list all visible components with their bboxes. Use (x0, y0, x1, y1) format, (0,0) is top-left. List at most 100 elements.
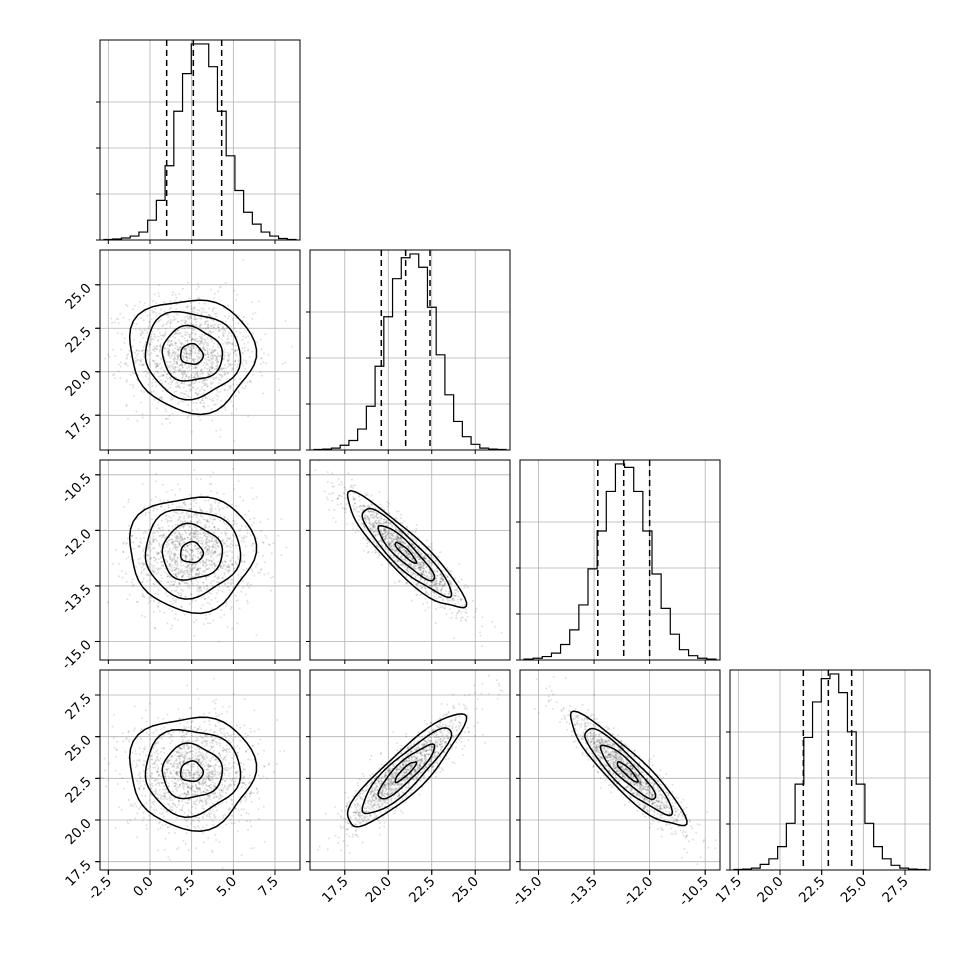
scatter-point (181, 364, 184, 366)
scatter-point (392, 543, 395, 546)
scatter-point (180, 343, 183, 346)
scatter-point (179, 535, 182, 537)
scatter-point (372, 510, 375, 513)
scatter-point (377, 539, 380, 542)
scatter-point (208, 348, 211, 351)
scatter-point (144, 511, 147, 514)
scatter-point (185, 832, 188, 835)
scatter-point (193, 533, 196, 536)
scatter-point (228, 363, 231, 366)
scatter-point (158, 350, 161, 353)
scatter-point (396, 528, 399, 531)
scatter-point (414, 546, 417, 549)
scatter-point (156, 782, 159, 785)
scatter-point (443, 582, 446, 585)
scatter-point (158, 543, 161, 546)
scatter-point (203, 531, 206, 534)
scatter-point (399, 556, 402, 559)
scatter-point (278, 389, 280, 392)
scatter-point (193, 536, 196, 539)
scatter-point (211, 545, 214, 548)
scatter-point (130, 581, 133, 584)
scatter-point (129, 819, 132, 822)
scatter-point (232, 563, 235, 566)
scatter-point (193, 306, 196, 309)
scatter-point (363, 505, 366, 508)
scatter-point (165, 810, 168, 812)
scatter-point (212, 770, 215, 773)
scatter-point (136, 419, 139, 422)
scatter-point (323, 490, 326, 493)
scatter-point (204, 321, 207, 324)
scatter-point (366, 538, 369, 541)
scatter-point (190, 593, 193, 596)
scatter-point (148, 597, 151, 600)
scatter-point (405, 550, 408, 553)
scatter-point (363, 527, 366, 530)
scatter-point (326, 471, 329, 474)
scatter-point (205, 617, 207, 620)
scatter-point (220, 796, 223, 799)
scatter-point (190, 311, 193, 314)
scatter-point (150, 518, 153, 521)
scatter-point (410, 548, 413, 551)
scatter-point (198, 820, 200, 823)
scatter-point (217, 505, 219, 508)
scatter-point (194, 513, 197, 515)
scatter-point (148, 546, 151, 549)
scatter-point (205, 775, 208, 777)
scatter-point (166, 364, 169, 367)
scatter-point (203, 346, 206, 349)
scatter-point (200, 590, 203, 593)
scatter-point (200, 607, 202, 610)
scatter-point (166, 575, 169, 578)
scatter-point (481, 616, 484, 619)
scatter-point (394, 550, 397, 553)
scatter-point (201, 399, 204, 402)
scatter-point (151, 381, 154, 384)
scatter-point (183, 348, 186, 351)
scatter-point (215, 315, 217, 318)
scatter-point (212, 471, 215, 474)
scatter-point (405, 576, 408, 579)
scatter-point (236, 556, 239, 559)
scatter-point (429, 569, 431, 572)
scatter-point (195, 529, 198, 531)
scatter-point (164, 381, 167, 383)
scatter-point (114, 377, 117, 380)
scatter-point (194, 755, 197, 758)
scatter-point (188, 318, 191, 321)
scatter-point (169, 369, 172, 372)
scatter-point (207, 332, 210, 335)
scatter-point (159, 527, 162, 530)
scatter-point (179, 753, 182, 756)
scatter-point (249, 518, 252, 521)
scatter-point (218, 328, 221, 331)
scatter-point (158, 295, 161, 298)
scatter-point (377, 533, 380, 536)
scatter-point (232, 762, 235, 765)
scatter-point (147, 327, 150, 330)
scatter-point (218, 382, 220, 385)
scatter-point (231, 556, 234, 559)
scatter-point (243, 560, 246, 563)
scatter-point (419, 568, 421, 571)
scatter-point (193, 382, 196, 385)
scatter-point (171, 558, 174, 561)
scatter-point (426, 559, 429, 562)
scatter-point (169, 376, 172, 379)
scatter-point (202, 564, 205, 567)
scatter-point (208, 374, 211, 377)
scatter-point (188, 315, 191, 318)
scatter-point (456, 612, 459, 615)
scatter-point (202, 379, 205, 382)
scatter-point (212, 562, 215, 565)
scatter-point (174, 536, 177, 539)
scatter-point (217, 326, 220, 329)
scatter-point (218, 585, 221, 588)
scatter-point (196, 531, 199, 534)
scatter-point (242, 537, 245, 540)
scatter-point (197, 398, 200, 401)
scatter-point (414, 530, 417, 533)
scatter-point (440, 575, 443, 578)
